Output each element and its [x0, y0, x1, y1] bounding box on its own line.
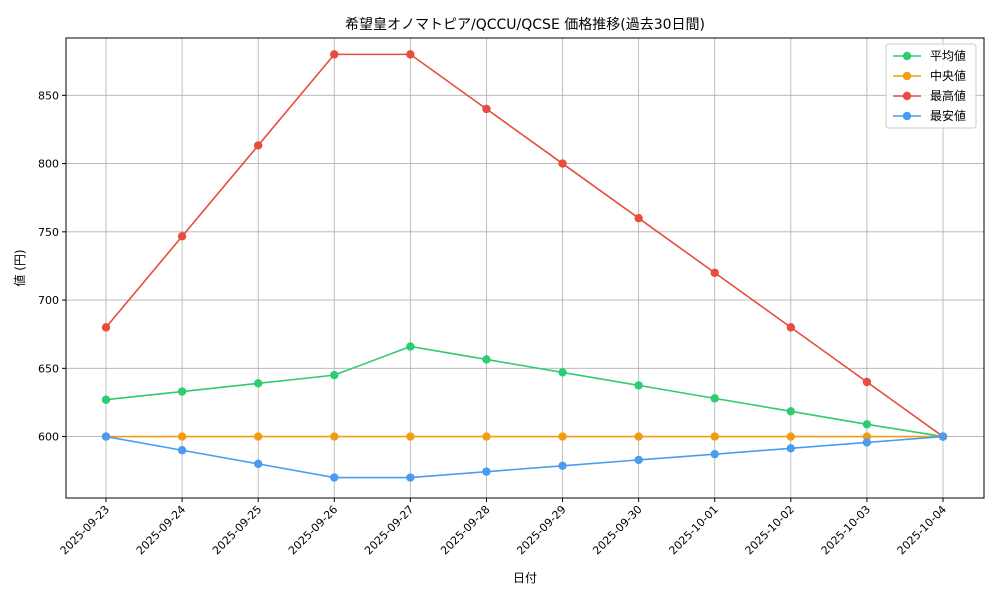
data-point [634, 213, 643, 223]
x-tick-label: 2025-09-27 [362, 503, 416, 557]
legend-label: 最安値 [930, 108, 966, 123]
series-line-2 [105, 53, 944, 438]
data-point [177, 387, 187, 396]
chart-title: 希望皇オノマトピア/QCCU/QCSE 価格推移(過去30日間) [345, 17, 705, 33]
data-point [101, 323, 111, 332]
legend-box [885, 43, 977, 129]
data-point [710, 268, 719, 277]
data-point [330, 473, 339, 482]
data-point [482, 104, 491, 114]
y-tick-label: 650 [38, 362, 59, 375]
data-point [862, 377, 872, 387]
data-point [330, 370, 339, 380]
legend-marker [902, 51, 912, 61]
series-line-3 [105, 435, 944, 479]
grid [66, 38, 984, 498]
data-point [558, 368, 567, 377]
data-point [406, 473, 415, 482]
data-point [101, 395, 111, 404]
data-point [786, 407, 796, 416]
data-point [330, 432, 339, 441]
data-point [101, 432, 111, 441]
data-point [710, 449, 719, 459]
series-lines [101, 50, 948, 482]
data-point [786, 323, 796, 332]
y-tick-label: 750 [38, 226, 59, 239]
data-point [406, 50, 415, 59]
data-point [253, 432, 263, 441]
data-point [406, 342, 415, 351]
data-point [253, 379, 263, 388]
x-tick-label: 2025-09-29 [514, 503, 568, 557]
x-tick-label: 2025-09-30 [590, 503, 644, 557]
data-point [253, 141, 263, 150]
legend-label: 最高値 [930, 88, 966, 103]
series-line-0 [105, 345, 944, 438]
data-point [558, 432, 567, 441]
y-tick-label: 850 [38, 89, 59, 102]
data-point [634, 432, 643, 441]
data-point [862, 438, 872, 447]
x-tick-label: 2025-09-23 [58, 503, 112, 557]
data-point [482, 355, 491, 364]
data-point [177, 432, 187, 441]
x-tick-label: 2025-09-28 [438, 503, 492, 557]
data-point [482, 432, 491, 441]
data-point [786, 432, 796, 441]
data-point [634, 455, 643, 465]
data-point [710, 394, 719, 403]
x-tick-label: 2025-10-02 [743, 503, 797, 557]
y-tick-label: 600 [38, 431, 59, 444]
legend-marker [902, 91, 912, 101]
x-tick-label: 2025-09-26 [286, 503, 340, 557]
legend-marker [902, 111, 912, 121]
data-point [406, 432, 415, 441]
data-point [330, 50, 339, 59]
x-axis-label: 日付 [513, 571, 537, 585]
data-point [862, 420, 872, 429]
y-axis-label: 値 (円) [12, 249, 27, 286]
data-point [938, 432, 948, 441]
data-point [862, 432, 872, 441]
data-point [558, 159, 567, 168]
x-tick-label: 2025-10-04 [895, 503, 949, 557]
x-tick-label: 2025-10-03 [819, 503, 873, 557]
data-point [482, 467, 491, 476]
y-tick-label: 800 [38, 158, 59, 171]
data-point [253, 459, 263, 469]
x-tick-label: 2025-09-25 [210, 503, 264, 557]
data-point [177, 232, 187, 241]
data-point [634, 381, 643, 390]
x-tick-label: 2025-09-24 [134, 503, 188, 557]
data-point [177, 446, 187, 455]
legend-label: 平均値 [930, 48, 966, 63]
legend-label: 中央値 [930, 68, 966, 83]
legend-marker [902, 71, 912, 81]
data-point [710, 432, 719, 441]
axis-ticks: 2025-09-23 2025-09-24 2025-09-25 2025-09-26… [38, 89, 949, 557]
data-point [558, 461, 567, 470]
plot-frame [65, 37, 985, 499]
data-point [786, 444, 796, 453]
y-tick-label: 700 [38, 294, 59, 307]
x-tick-label: 2025-10-01 [666, 503, 720, 557]
